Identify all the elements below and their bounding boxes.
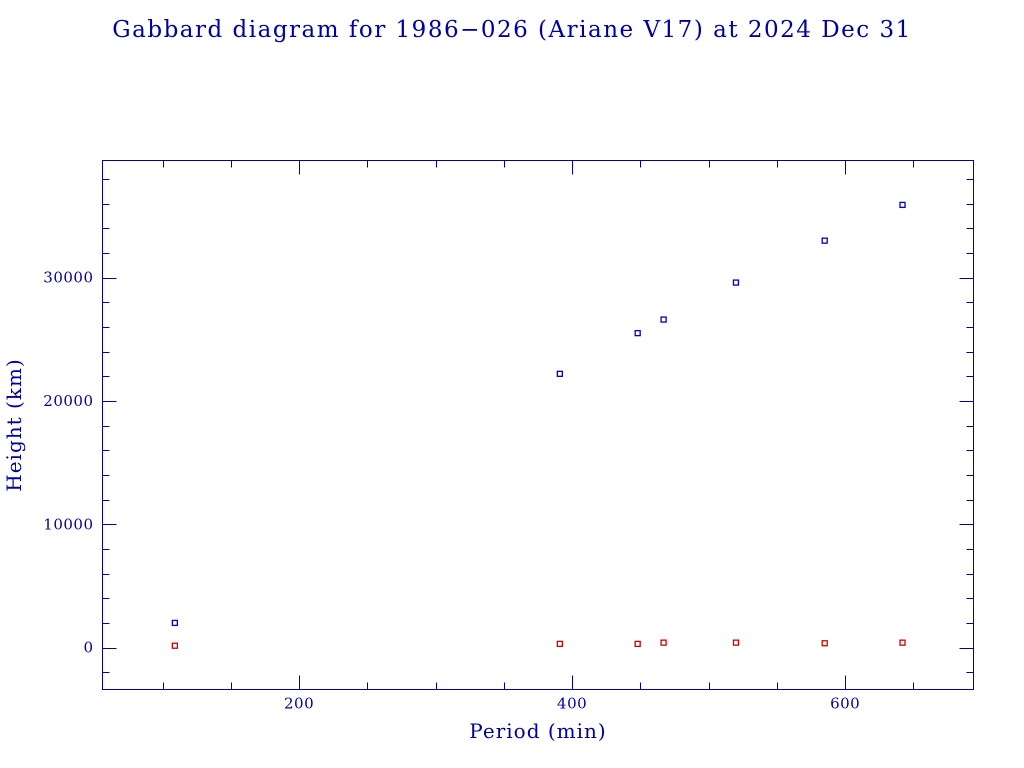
apogee-point <box>899 201 906 209</box>
x-tick-label: 200 <box>284 695 314 713</box>
perigee-point <box>732 639 740 646</box>
perigee-point <box>660 639 667 646</box>
perigee-point <box>899 639 906 646</box>
data-points <box>171 201 906 649</box>
apogee-point <box>171 619 179 627</box>
x-tick-label: 400 <box>557 695 587 713</box>
perigee-point <box>556 640 563 648</box>
apogee-point <box>732 279 740 286</box>
perigee-point <box>821 640 828 647</box>
y-axis-label: Height (km) <box>2 358 26 491</box>
y-tick-label: 10000 <box>43 515 93 533</box>
plot-frame <box>102 160 974 690</box>
axis-tick-labels: 200 400 600 0 10000 20000 30000 <box>43 269 860 713</box>
apogee-point <box>556 370 563 377</box>
y-tick-label: 0 <box>83 639 93 657</box>
perigee-point <box>171 642 179 649</box>
axis-ticks <box>102 160 974 690</box>
apogee-point <box>821 237 828 244</box>
apogee-point <box>660 316 667 323</box>
x-tick-label: 600 <box>830 695 860 713</box>
y-tick-label: 20000 <box>43 392 93 410</box>
perigee-point <box>634 640 641 648</box>
apogee-point <box>634 329 641 337</box>
y-tick-label: 30000 <box>43 269 93 287</box>
chart-title: Gabbard diagram for 1986−026 (Ariane V17… <box>112 17 911 43</box>
x-axis-label: Period (min) <box>469 719 606 743</box>
